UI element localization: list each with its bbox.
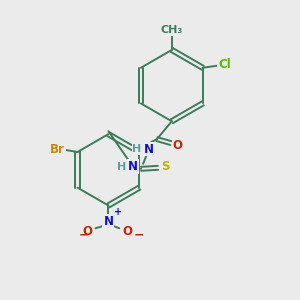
Text: O: O (82, 225, 93, 238)
Text: O: O (173, 139, 183, 152)
Text: O: O (122, 225, 132, 238)
Text: S: S (162, 160, 170, 173)
Text: H: H (117, 162, 126, 172)
Text: −: − (134, 228, 145, 241)
Text: −: − (79, 228, 89, 241)
Text: Cl: Cl (218, 58, 231, 71)
Text: N: N (144, 142, 154, 155)
Text: +: + (114, 207, 122, 218)
Text: N: N (103, 215, 113, 228)
Text: CH₃: CH₃ (161, 25, 183, 35)
Text: Br: Br (50, 142, 65, 155)
Text: N: N (128, 160, 138, 173)
Text: H: H (133, 144, 142, 154)
